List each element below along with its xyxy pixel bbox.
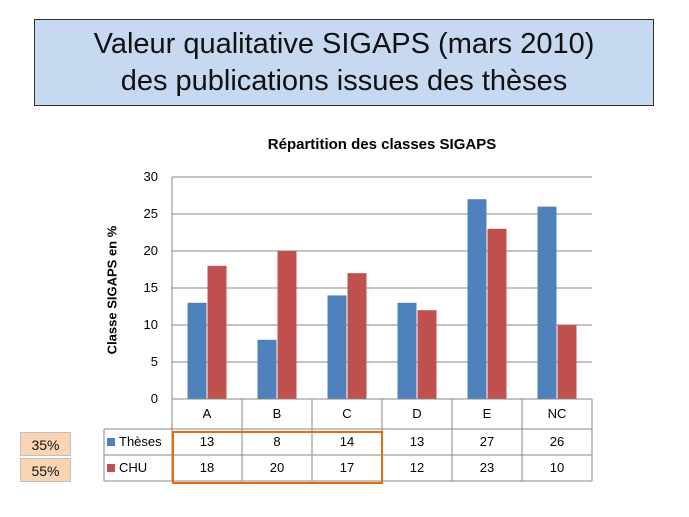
y-tick-label: 10 — [143, 317, 158, 332]
chart-title: Répartition des classes SIGAPS — [267, 136, 497, 153]
bar-theses — [467, 199, 487, 399]
category-label: A — [202, 406, 212, 421]
data-label-chu: 23 — [479, 460, 495, 475]
bar-theses — [537, 206, 557, 399]
y-tick-label: 25 — [143, 206, 158, 221]
data-label-theses: 13 — [199, 434, 215, 449]
bar-theses — [187, 302, 207, 399]
y-tick-label: 5 — [150, 354, 158, 369]
bar-theses — [257, 339, 277, 399]
bar-theses — [397, 302, 417, 399]
legend-entry-theses: Thèses — [104, 429, 172, 455]
legend-entry-chu: CHU — [104, 455, 172, 481]
highlight-rectangle — [172, 431, 383, 484]
data-label-chu: 20 — [269, 460, 285, 475]
data-label-theses: 14 — [339, 434, 355, 449]
y-tick-label: 20 — [143, 243, 158, 258]
bar-chu — [207, 265, 227, 399]
y-tick-label: 0 — [150, 391, 158, 406]
legend-swatch — [107, 438, 115, 446]
data-label-chu: 17 — [339, 460, 355, 475]
legend-label: Thèses — [119, 434, 162, 449]
data-label-theses: 26 — [549, 434, 565, 449]
category-label: NC — [547, 406, 567, 421]
legend-label: CHU — [119, 460, 148, 475]
data-label-chu: 18 — [199, 460, 215, 475]
data-label-theses: 27 — [479, 434, 495, 449]
data-label-chu: 10 — [549, 460, 565, 475]
data-label-chu: 12 — [409, 460, 425, 475]
slide-title-line-1: Valeur qualitative SIGAPS (mars 2010) — [93, 27, 595, 60]
bar-chu — [347, 273, 367, 399]
bar-chu — [487, 228, 507, 399]
bar-chu — [557, 325, 577, 399]
legend-swatch — [107, 464, 115, 472]
y-tick-label: 15 — [143, 280, 158, 295]
data-label-theses: 8 — [273, 434, 281, 449]
pct-box-theses: 35% — [20, 432, 71, 456]
data-label-theses: 13 — [409, 434, 425, 449]
pct-box-chu: 55% — [20, 458, 71, 482]
category-label: B — [272, 406, 282, 421]
slide-title-line-2: des publications issues des thèses — [120, 64, 568, 97]
category-label: E — [482, 406, 492, 421]
y-tick-label: 30 — [143, 169, 158, 184]
bar-theses — [327, 295, 347, 399]
category-label: C — [342, 406, 352, 421]
bar-chu — [277, 251, 297, 399]
bar-chu — [417, 310, 437, 399]
slide-title-box: Valeur qualitative SIGAPS (mars 2010) de… — [34, 19, 654, 106]
category-label: D — [412, 406, 422, 421]
